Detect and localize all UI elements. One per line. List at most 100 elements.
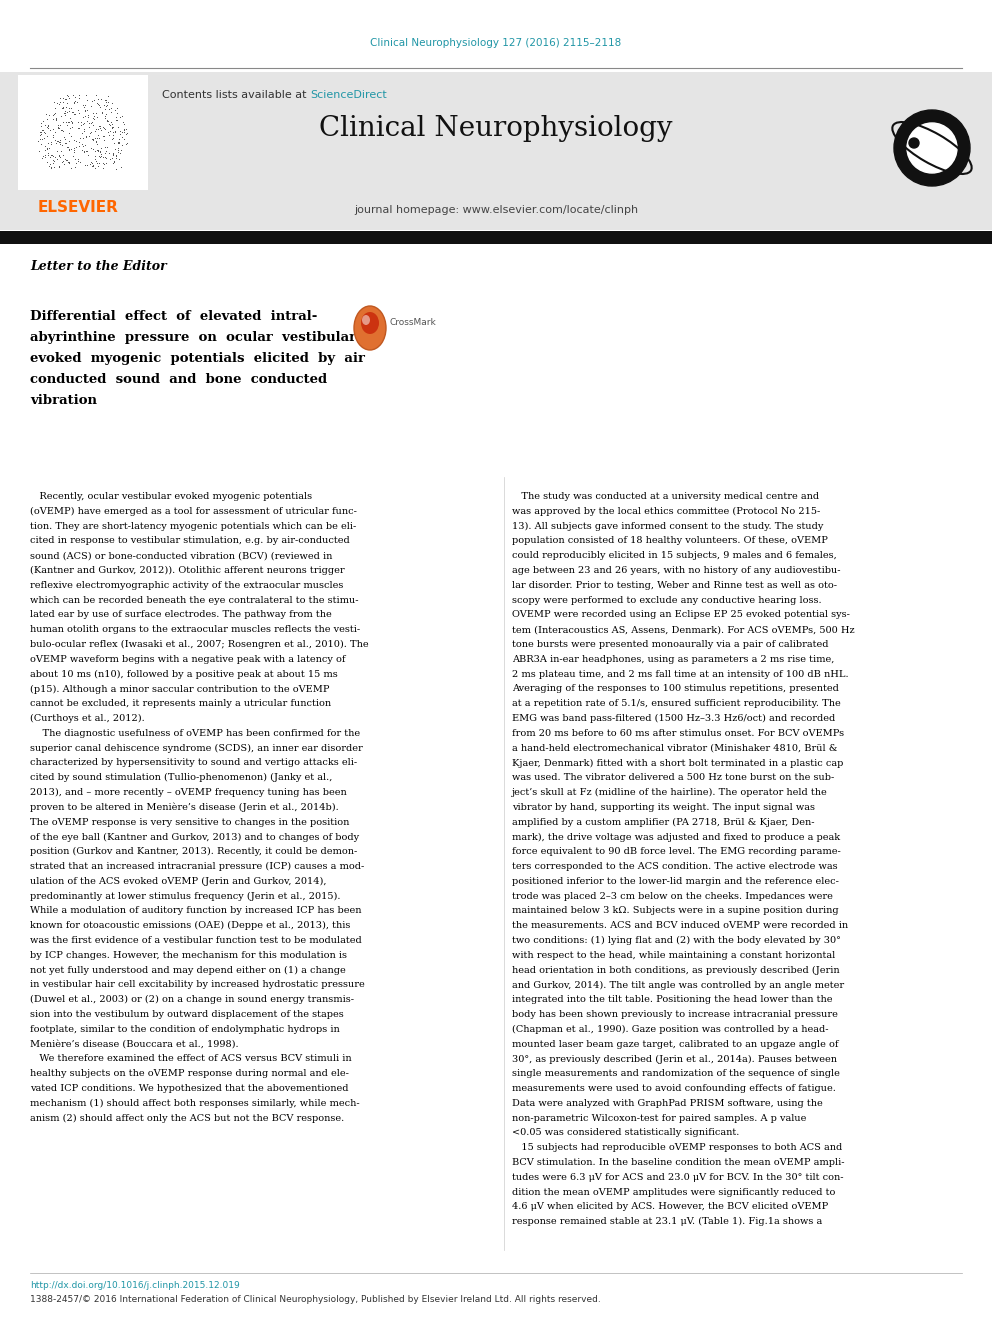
Text: proven to be altered in Menière’s disease (Jerin et al., 2014b).: proven to be altered in Menière’s diseas… [30, 803, 338, 812]
Text: Recently, ocular vestibular evoked myogenic potentials: Recently, ocular vestibular evoked myoge… [30, 492, 312, 501]
Text: bulo-ocular reflex (Iwasaki et al., 2007; Rosengren et al., 2010). The: bulo-ocular reflex (Iwasaki et al., 2007… [30, 640, 369, 650]
Text: dition the mean oVEMP amplitudes were significantly reduced to: dition the mean oVEMP amplitudes were si… [512, 1188, 835, 1196]
Circle shape [907, 123, 957, 173]
Text: scopy were performed to exclude any conductive hearing loss.: scopy were performed to exclude any cond… [512, 595, 821, 605]
Text: with respect to the head, while maintaining a constant horizontal: with respect to the head, while maintain… [512, 951, 835, 959]
Text: a hand-held electromechanical vibrator (Minishaker 4810, Brül &: a hand-held electromechanical vibrator (… [512, 744, 837, 753]
Bar [0, 71, 992, 230]
Text: amplified by a custom amplifier (PA 2718, Brül & Kjaer, Den-: amplified by a custom amplifier (PA 2718… [512, 818, 814, 827]
Text: The diagnostic usefulness of oVEMP has been confirmed for the: The diagnostic usefulness of oVEMP has b… [30, 729, 360, 738]
Text: mechanism (1) should affect both responses similarly, while mech-: mechanism (1) should affect both respons… [30, 1099, 360, 1107]
Text: maintained below 3 kΩ. Subjects were in a supine position during: maintained below 3 kΩ. Subjects were in … [512, 906, 838, 916]
Text: population consisted of 18 healthy volunteers. Of these, oVEMP: population consisted of 18 healthy volun… [512, 536, 828, 545]
Text: by ICP changes. However, the mechanism for this modulation is: by ICP changes. However, the mechanism f… [30, 951, 347, 959]
Text: anism (2) should affect only the ACS but not the BCV response.: anism (2) should affect only the ACS but… [30, 1114, 344, 1123]
Text: (Chapman et al., 1990). Gaze position was controlled by a head-: (Chapman et al., 1990). Gaze position wa… [512, 1025, 828, 1035]
Text: age between 23 and 26 years, with no history of any audiovestibu-: age between 23 and 26 years, with no his… [512, 566, 840, 576]
Text: non-parametric Wilcoxon-test for paired samples. A p value: non-parametric Wilcoxon-test for paired … [512, 1114, 806, 1123]
Text: We therefore examined the effect of ACS versus BCV stimuli in: We therefore examined the effect of ACS … [30, 1054, 351, 1064]
Text: and Gurkov, 2014). The tilt angle was controlled by an angle meter: and Gurkov, 2014). The tilt angle was co… [512, 980, 844, 990]
Text: tion. They are short-latency myogenic potentials which can be eli-: tion. They are short-latency myogenic po… [30, 521, 356, 531]
Text: ject’s skull at Fz (midline of the hairline). The operator held the: ject’s skull at Fz (midline of the hairl… [512, 789, 827, 798]
Text: CrossMark: CrossMark [390, 318, 436, 327]
Text: not yet fully understood and may depend either on (1) a change: not yet fully understood and may depend … [30, 966, 346, 975]
Text: vibration: vibration [30, 394, 97, 407]
Text: lated ear by use of surface electrodes. The pathway from the: lated ear by use of surface electrodes. … [30, 610, 331, 619]
Circle shape [894, 110, 970, 187]
Text: tone bursts were presented monoaurally via a pair of calibrated: tone bursts were presented monoaurally v… [512, 640, 828, 650]
Ellipse shape [362, 315, 370, 325]
Text: sion into the vestibulum by outward displacement of the stapes: sion into the vestibulum by outward disp… [30, 1009, 344, 1019]
Text: about 10 ms (n10), followed by a positive peak at about 15 ms: about 10 ms (n10), followed by a positiv… [30, 669, 337, 679]
Text: force equivalent to 90 dB force level. The EMG recording parame-: force equivalent to 90 dB force level. T… [512, 847, 841, 856]
Text: cited by sound stimulation (Tullio-phenomenon) (Janky et al.,: cited by sound stimulation (Tullio-pheno… [30, 773, 332, 782]
Bar [0, 232, 992, 243]
Text: ScienceDirect: ScienceDirect [310, 90, 387, 101]
Text: human otolith organs to the extraocular muscles reflects the vesti-: human otolith organs to the extraocular … [30, 626, 360, 634]
Text: lar disorder. Prior to testing, Weber and Rinne test as well as oto-: lar disorder. Prior to testing, Weber an… [512, 581, 837, 590]
Text: oVEMP waveform begins with a negative peak with a latency of: oVEMP waveform begins with a negative pe… [30, 655, 345, 664]
Text: superior canal dehiscence syndrome (SCDS), an inner ear disorder: superior canal dehiscence syndrome (SCDS… [30, 744, 363, 753]
Text: known for otoacoustic emissions (OAE) (Deppe et al., 2013), this: known for otoacoustic emissions (OAE) (D… [30, 921, 350, 930]
Text: Clinical Neurophysiology: Clinical Neurophysiology [319, 115, 673, 142]
Text: (oVEMP) have emerged as a tool for assessment of utricular func-: (oVEMP) have emerged as a tool for asses… [30, 507, 357, 516]
Text: Contents lists available at: Contents lists available at [162, 90, 310, 101]
Text: reflexive electromyographic activity of the extraocular muscles: reflexive electromyographic activity of … [30, 581, 343, 590]
Text: evoked  myogenic  potentials  elicited  by  air: evoked myogenic potentials elicited by a… [30, 352, 365, 365]
Ellipse shape [361, 312, 379, 333]
Text: http://dx.doi.org/10.1016/j.clinph.2015.12.019: http://dx.doi.org/10.1016/j.clinph.2015.… [30, 1281, 240, 1290]
Text: The study was conducted at a university medical centre and: The study was conducted at a university … [512, 492, 819, 501]
Ellipse shape [354, 306, 386, 351]
Text: journal homepage: www.elsevier.com/locate/clinph: journal homepage: www.elsevier.com/locat… [354, 205, 638, 216]
Text: cannot be excluded, it represents mainly a utricular function: cannot be excluded, it represents mainly… [30, 699, 331, 708]
Text: 13). All subjects gave informed consent to the study. The study: 13). All subjects gave informed consent … [512, 521, 823, 531]
Text: 1388-2457/© 2016 International Federation of Clinical Neurophysiology, Published: 1388-2457/© 2016 International Federatio… [30, 1295, 601, 1304]
Text: body has been shown previously to increase intracranial pressure: body has been shown previously to increa… [512, 1009, 838, 1019]
Text: cited in response to vestibular stimulation, e.g. by air-conducted: cited in response to vestibular stimulat… [30, 536, 350, 545]
Text: 2013), and – more recently – oVEMP frequency tuning has been: 2013), and – more recently – oVEMP frequ… [30, 789, 347, 798]
Text: vated ICP conditions. We hypothesized that the abovementioned: vated ICP conditions. We hypothesized th… [30, 1084, 348, 1093]
Text: from 20 ms before to 60 ms after stimulus onset. For BCV oVEMPs: from 20 ms before to 60 ms after stimulu… [512, 729, 844, 738]
Text: measurements were used to avoid confounding effects of fatigue.: measurements were used to avoid confound… [512, 1084, 836, 1093]
Text: conducted  sound  and  bone  conducted: conducted sound and bone conducted [30, 373, 327, 386]
Text: strated that an increased intracranial pressure (ICP) causes a mod-: strated that an increased intracranial p… [30, 863, 364, 871]
Text: position (Gurkov and Kantner, 2013). Recently, it could be demon-: position (Gurkov and Kantner, 2013). Rec… [30, 847, 357, 856]
Text: footplate, similar to the condition of endolymphatic hydrops in: footplate, similar to the condition of e… [30, 1025, 339, 1033]
Text: mark), the drive voltage was adjusted and fixed to produce a peak: mark), the drive voltage was adjusted an… [512, 832, 840, 841]
Text: Letter to the Editor: Letter to the Editor [30, 261, 167, 273]
Text: was approved by the local ethics committee (Protocol No 215-: was approved by the local ethics committ… [512, 507, 820, 516]
Text: trode was placed 2–3 cm below on the cheeks. Impedances were: trode was placed 2–3 cm below on the che… [512, 892, 833, 901]
Text: positioned inferior to the lower-lid margin and the reference elec-: positioned inferior to the lower-lid mar… [512, 877, 839, 886]
Circle shape [909, 138, 919, 148]
Text: sound (ACS) or bone-conducted vibration (BCV) (reviewed in: sound (ACS) or bone-conducted vibration … [30, 552, 332, 560]
Text: While a modulation of auditory function by increased ICP has been: While a modulation of auditory function … [30, 906, 361, 916]
Text: at a repetition rate of 5.1/s, ensured sufficient reproducibility. The: at a repetition rate of 5.1/s, ensured s… [512, 699, 841, 708]
Text: the measurements. ACS and BCV induced oVEMP were recorded in: the measurements. ACS and BCV induced oV… [512, 921, 848, 930]
Text: ulation of the ACS evoked oVEMP (Jerin and Gurkov, 2014),: ulation of the ACS evoked oVEMP (Jerin a… [30, 877, 326, 886]
Text: The oVEMP response is very sensitive to changes in the position: The oVEMP response is very sensitive to … [30, 818, 349, 827]
Text: tudes were 6.3 μV for ACS and 23.0 μV for BCV. In the 30° tilt con-: tudes were 6.3 μV for ACS and 23.0 μV fo… [512, 1172, 843, 1181]
Text: abyrinthine  pressure  on  ocular  vestibular: abyrinthine pressure on ocular vestibula… [30, 331, 356, 344]
Text: Averaging of the responses to 100 stimulus repetitions, presented: Averaging of the responses to 100 stimul… [512, 684, 839, 693]
Text: 30°, as previously described (Jerin et al., 2014a). Pauses between: 30°, as previously described (Jerin et a… [512, 1054, 837, 1064]
Text: head orientation in both conditions, as previously described (Jerin: head orientation in both conditions, as … [512, 966, 839, 975]
Text: ABR3A in-ear headphones, using as parameters a 2 ms rise time,: ABR3A in-ear headphones, using as parame… [512, 655, 834, 664]
Text: was the first evidence of a vestibular function test to be modulated: was the first evidence of a vestibular f… [30, 935, 362, 945]
Text: which can be recorded beneath the eye contralateral to the stimu-: which can be recorded beneath the eye co… [30, 595, 358, 605]
Text: (p15). Although a minor saccular contribution to the oVEMP: (p15). Although a minor saccular contrib… [30, 684, 329, 693]
Text: could reproducibly elicited in 15 subjects, 9 males and 6 females,: could reproducibly elicited in 15 subjec… [512, 552, 836, 560]
Text: 4.6 μV when elicited by ACS. However, the BCV elicited oVEMP: 4.6 μV when elicited by ACS. However, th… [512, 1203, 828, 1212]
Text: <0.05 was considered statistically significant.: <0.05 was considered statistically signi… [512, 1129, 739, 1138]
Text: Differential  effect  of  elevated  intral-: Differential effect of elevated intral- [30, 310, 317, 323]
Text: two conditions: (1) lying flat and (2) with the body elevated by 30°: two conditions: (1) lying flat and (2) w… [512, 935, 841, 945]
Text: mounted laser beam gaze target, calibrated to an upgaze angle of: mounted laser beam gaze target, calibrat… [512, 1040, 838, 1049]
Text: tem (Interacoustics AS, Assens, Denmark). For ACS oVEMPs, 500 Hz: tem (Interacoustics AS, Assens, Denmark)… [512, 626, 855, 634]
Text: Kjaer, Denmark) fitted with a short bolt terminated in a plastic cap: Kjaer, Denmark) fitted with a short bolt… [512, 758, 843, 767]
Text: (Kantner and Gurkov, 2012)). Otolithic afferent neurons trigger: (Kantner and Gurkov, 2012)). Otolithic a… [30, 566, 344, 576]
Text: 15 subjects had reproducible oVEMP responses to both ACS and: 15 subjects had reproducible oVEMP respo… [512, 1143, 842, 1152]
Text: Data were analyzed with GraphPad PRISM software, using the: Data were analyzed with GraphPad PRISM s… [512, 1099, 822, 1107]
Text: ters corresponded to the ACS condition. The active electrode was: ters corresponded to the ACS condition. … [512, 863, 837, 871]
Text: OVEMP were recorded using an Eclipse EP 25 evoked potential sys-: OVEMP were recorded using an Eclipse EP … [512, 610, 850, 619]
Text: healthy subjects on the oVEMP response during normal and ele-: healthy subjects on the oVEMP response d… [30, 1069, 349, 1078]
Text: vibrator by hand, supporting its weight. The input signal was: vibrator by hand, supporting its weight.… [512, 803, 815, 812]
